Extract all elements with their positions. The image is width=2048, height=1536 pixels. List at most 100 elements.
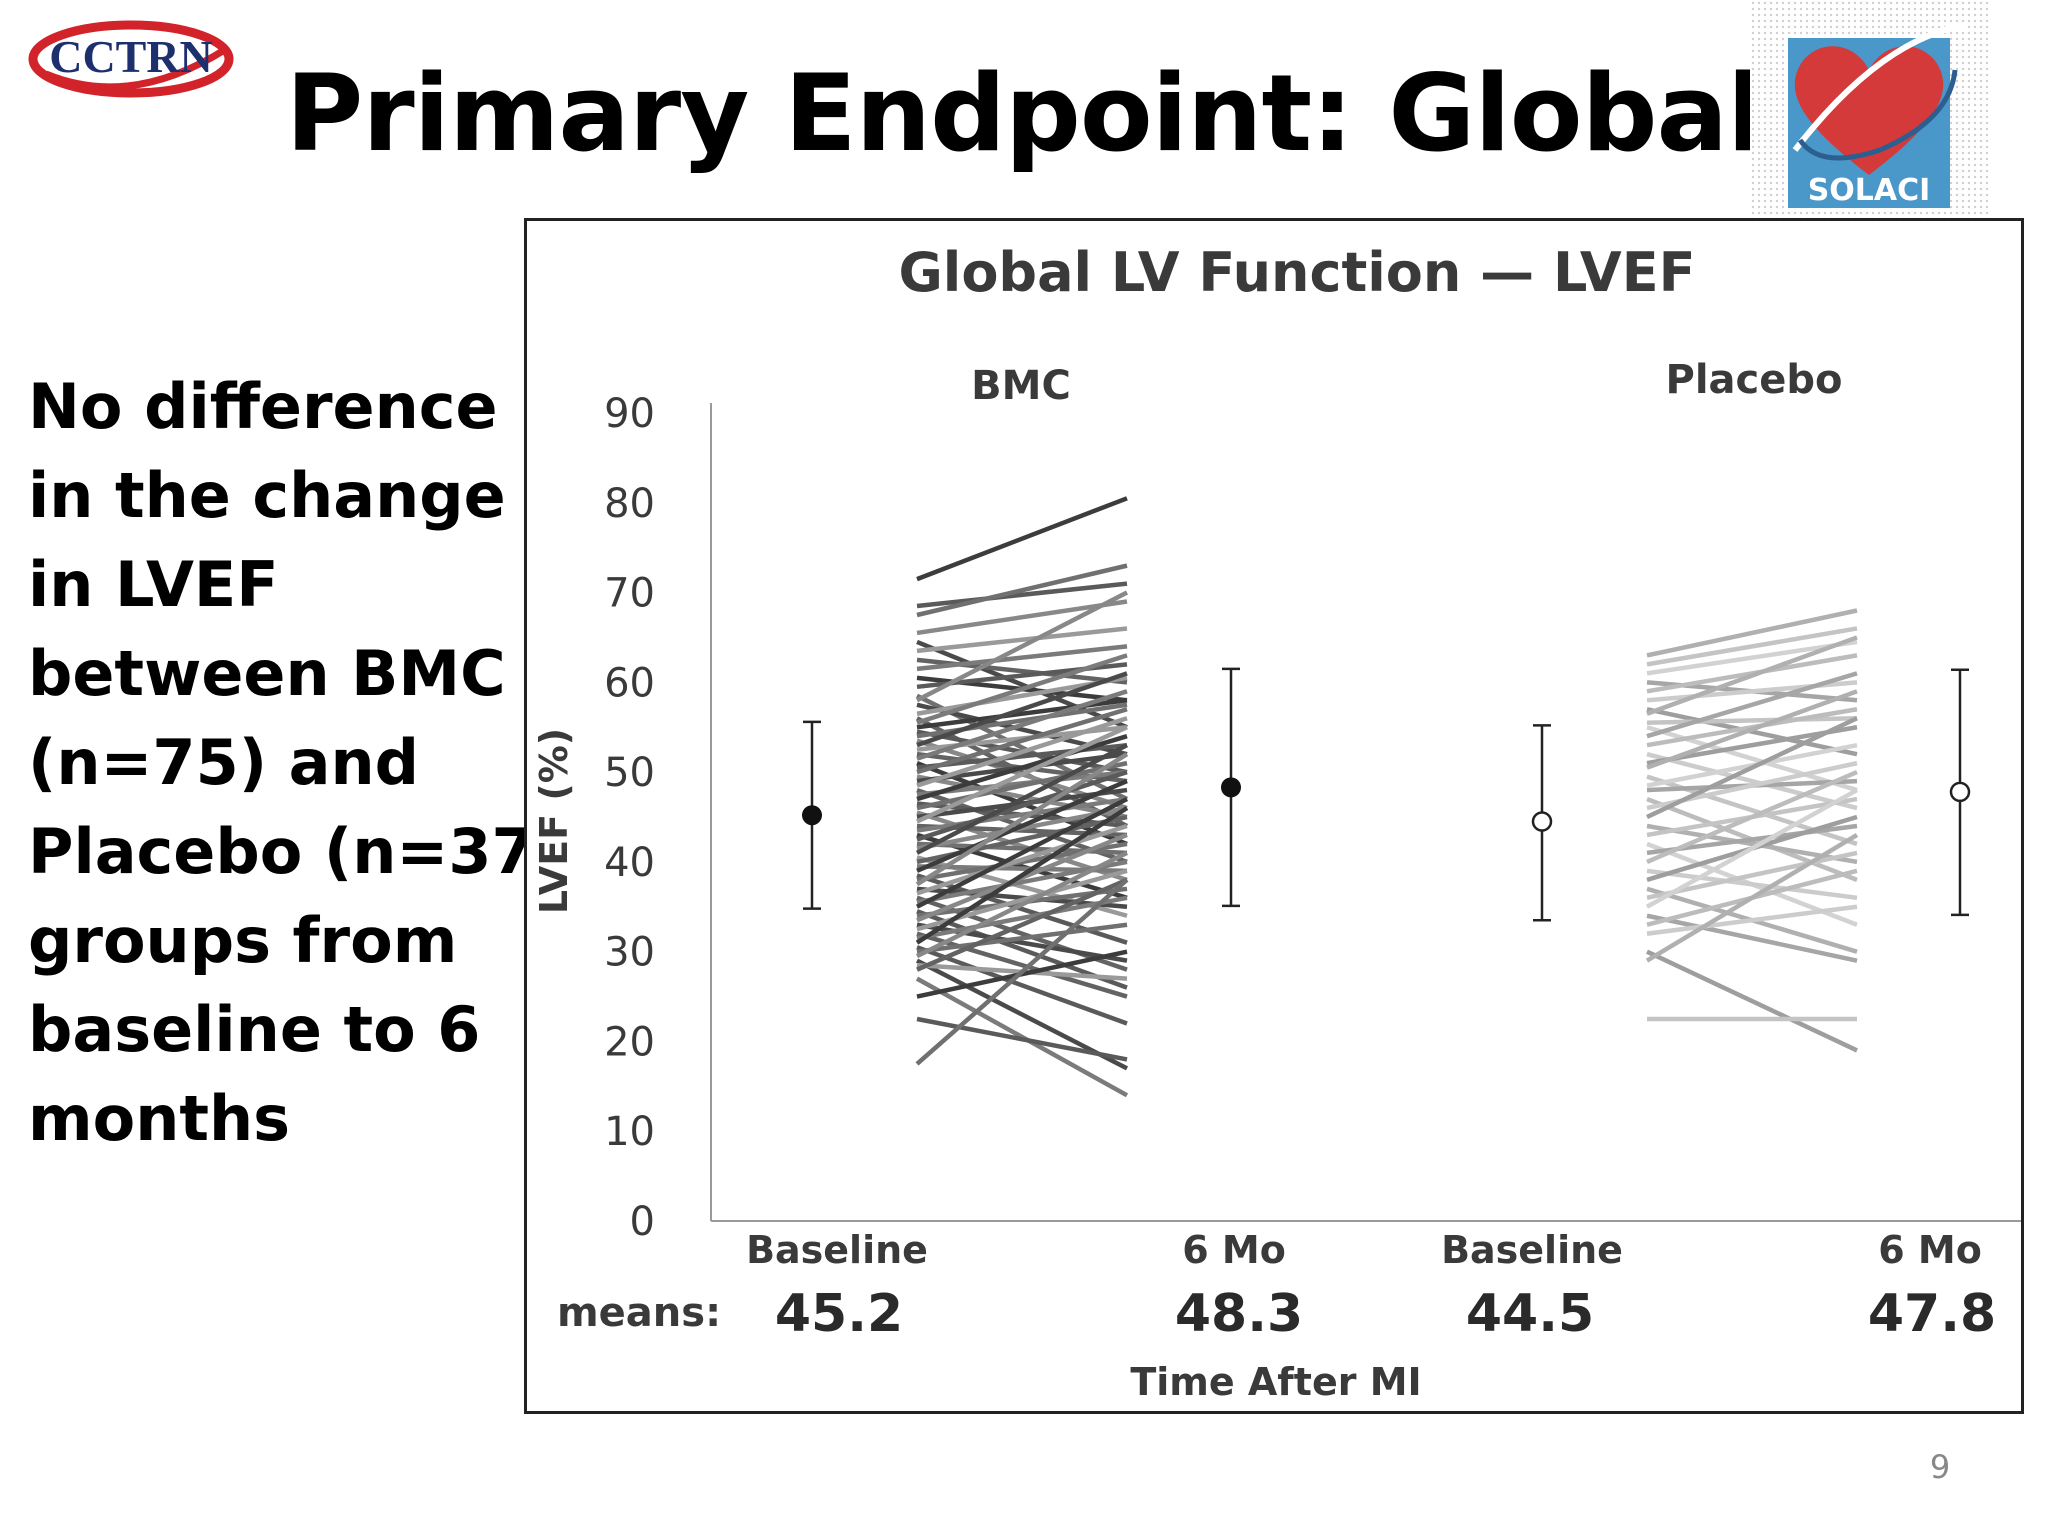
y-tick-label: 70 xyxy=(604,571,655,617)
mean-value-label: 45.2 xyxy=(775,1284,903,1344)
y-tick-label: 40 xyxy=(604,840,655,886)
placebo-subject-line xyxy=(1646,751,1858,811)
placebo-subject-line xyxy=(1646,639,1858,676)
bmc-subject-line xyxy=(916,671,1128,748)
summary-line: Placebo (n=37) xyxy=(28,815,563,888)
slide-title: Primary Endpoint: Global xyxy=(285,52,1764,175)
bmc-subject-line xyxy=(916,823,1128,896)
mean-point xyxy=(1531,811,1553,832)
bmc-subject-line xyxy=(915,878,1129,1066)
group-label-placebo: Placebo xyxy=(1666,357,1843,403)
placebo-subject-line xyxy=(1646,715,1858,725)
y-axis-label: LVEF (%) xyxy=(532,728,576,914)
bmc-subject-line xyxy=(916,1016,1128,1062)
summary-line: baseline to 6 xyxy=(28,993,481,1066)
bmc-subject-line xyxy=(916,626,1128,654)
summary-line: in LVEF xyxy=(28,548,279,621)
bmc-subject-line xyxy=(916,850,1128,959)
placebo-subject-line xyxy=(1645,833,1859,963)
bmc-subject-line xyxy=(916,769,1128,842)
y-tick-label: 80 xyxy=(604,481,655,527)
bmc-subject-line xyxy=(916,599,1128,636)
bmc-subject-line xyxy=(916,931,1128,999)
bmc-subject-line xyxy=(916,877,1128,972)
bmc-subject-line xyxy=(916,779,1128,873)
chart-title: Global LV Function — LVEF xyxy=(898,241,1695,304)
mean-value-label: 44.5 xyxy=(1466,1284,1594,1344)
x-category-label: Baseline xyxy=(1441,1228,1623,1272)
bmc-subject-line xyxy=(916,581,1128,609)
mean-value-label: 48.3 xyxy=(1175,1284,1303,1344)
individual-lines xyxy=(915,496,1859,1098)
y-tick-label: 20 xyxy=(604,1019,655,1065)
placebo-subject-line xyxy=(1646,635,1858,716)
placebo-subject-line xyxy=(1646,671,1858,739)
bmc-subject-line xyxy=(915,743,1129,855)
placebo-subject-line xyxy=(1646,868,1858,901)
summary-line: between BMC xyxy=(28,637,506,710)
bmc-subject-line xyxy=(915,752,1129,887)
summary-line: groups from xyxy=(28,904,458,977)
mean-value-label: 47.8 xyxy=(1868,1284,1996,1344)
summary-line: (n=75) and xyxy=(28,726,419,799)
placebo-subject-line xyxy=(1646,949,1858,1053)
cctrn-logo: CCTRN xyxy=(28,20,234,98)
y-tick-label: 0 xyxy=(630,1199,655,1245)
bmc-subject-line xyxy=(916,945,1128,1026)
bmc-subject-line xyxy=(916,922,1128,954)
mean-point xyxy=(1221,777,1241,798)
placebo-subject-line xyxy=(1646,770,1858,864)
placebo-subject-line xyxy=(1646,913,1858,963)
summary-line: No difference xyxy=(28,370,498,443)
bmc-subject-line xyxy=(916,653,1128,725)
lvef-chart-svg: Global LV Function — LVEF BMC Placebo LV… xyxy=(532,241,2021,1404)
placebo-subject-line xyxy=(1646,904,1858,936)
y-tick-label: 30 xyxy=(604,930,655,976)
y-tick-label: 60 xyxy=(604,660,655,706)
bmc-subject-line xyxy=(916,639,1128,730)
solaci-logo-text: SOLACI xyxy=(1808,173,1931,208)
axis-layer: 0 10 20 30 40 50 60 70 80 90 xyxy=(604,391,2021,1245)
bmc-subject-line xyxy=(915,590,1129,703)
mean-point xyxy=(802,805,822,826)
solaci-logo: SOLACI xyxy=(1750,0,1988,230)
slide-number: 9 xyxy=(1929,1448,1951,1486)
y-tick-label: 10 xyxy=(604,1109,655,1155)
bmc-subject-line xyxy=(915,806,1129,945)
bmc-subject-line xyxy=(916,895,1128,941)
mean-point xyxy=(1949,781,1971,803)
x-category-label: 6 Mo xyxy=(1878,1228,1982,1272)
bmc-subject-line xyxy=(916,760,1128,811)
placebo-subject-line xyxy=(1646,626,1858,667)
y-tick-label: 90 xyxy=(604,391,655,437)
summary-text: No difference in the change in LVEF betw… xyxy=(28,362,563,1163)
bmc-subject-line xyxy=(916,707,1128,775)
lvef-chart: Global LV Function — LVEF BMC Placebo LV… xyxy=(524,218,2024,1414)
bmc-subject-line xyxy=(916,716,1128,788)
bmc-subject-line xyxy=(916,689,1128,761)
solaci-logo-orbit xyxy=(1792,22,1966,152)
x-axis-label: Time After MI xyxy=(1130,1360,1421,1404)
cctrn-logo-text: CCTRN xyxy=(49,31,213,82)
category-labels: Baseline 45.2 6 Mo 48.3 Baseline 44.5 6 Mo 47.8 xyxy=(746,1228,1996,1344)
placebo-subject-line xyxy=(1646,850,1858,901)
bmc-subject-line xyxy=(916,725,1128,824)
summary-line: in the change xyxy=(28,459,506,532)
y-tick-label: 50 xyxy=(604,750,655,796)
solaci-logo-heart xyxy=(1794,46,1944,175)
x-category-label: Baseline xyxy=(746,1228,928,1272)
cctrn-logo-ring xyxy=(28,20,234,98)
solaci-logo-orbit-ring xyxy=(1797,69,1958,161)
bmc-subject-line xyxy=(916,644,1128,672)
bmc-subject-line xyxy=(916,496,1128,582)
placebo-subject-line xyxy=(1646,689,1858,770)
group-label-bmc: BMC xyxy=(971,363,1071,409)
bmc-subject-line xyxy=(916,734,1128,802)
mean-markers xyxy=(802,667,1971,922)
summary-line: months xyxy=(28,1082,291,1155)
x-category-label: 6 Mo xyxy=(1182,1228,1286,1272)
placebo-subject-line xyxy=(1646,716,1858,820)
cctrn-logo-swoosh xyxy=(44,46,228,91)
bmc-subject-line xyxy=(916,563,1128,618)
